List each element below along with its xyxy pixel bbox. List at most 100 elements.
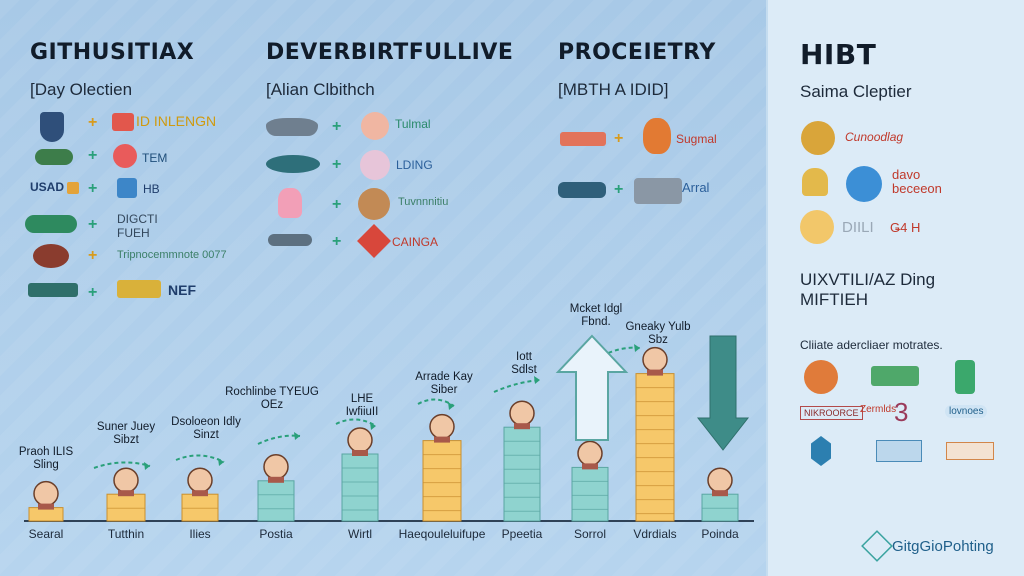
annotation-label: Sinzt xyxy=(193,429,219,441)
x-tick-label: Sorrol xyxy=(574,527,606,541)
figure-8-icon xyxy=(577,440,603,467)
ticket-icon xyxy=(560,132,606,146)
figure-6-icon xyxy=(429,413,455,440)
plus-icon: + xyxy=(614,130,624,147)
annotation-label: Siber xyxy=(431,384,458,396)
figure-1-body-icon xyxy=(38,503,54,510)
cake-icon xyxy=(278,188,302,218)
col2-row-2-label: LDING xyxy=(396,158,433,172)
col2-row-3-label: Tuvnnnitiu xyxy=(398,196,449,208)
column-2-title: DEVERBIRTFULLIVE xyxy=(266,40,514,65)
arrow-head-icon xyxy=(144,462,150,470)
usad-label: USAD xyxy=(30,180,65,194)
x-tick-label: Ilies xyxy=(189,527,210,541)
x-tick-label: Poinda xyxy=(701,527,739,541)
ring-icon xyxy=(360,150,390,180)
plus-icon: + xyxy=(614,181,624,198)
footer-brand: GitgGioPohting xyxy=(892,538,994,555)
arrow-connector xyxy=(417,398,455,407)
arrow-head-icon xyxy=(448,402,454,410)
figure-4-icon xyxy=(263,454,289,480)
x-tick-label: Wirtl xyxy=(348,527,372,541)
figure-2-body-icon xyxy=(118,490,134,497)
big-down-arrow-icon xyxy=(696,335,750,451)
bar-9 xyxy=(635,373,675,522)
arrow-head-icon xyxy=(294,432,300,440)
plus-icon: + xyxy=(332,156,342,173)
figure-3-body-icon xyxy=(192,490,208,497)
column-1-title: GITHUSITIAX xyxy=(30,40,195,65)
bar-1 xyxy=(28,507,64,522)
panel-caption: Cliiate adercliaer motrates. xyxy=(800,338,943,352)
x-tick-label: Tutthin xyxy=(108,527,144,541)
plus-icon: + xyxy=(332,196,342,213)
x-tick-label: Ppeetia xyxy=(502,527,543,541)
annotation-label: Praoh ILIS xyxy=(19,446,74,458)
plus-icon: + xyxy=(332,233,342,250)
logo-row-1: Cunoodlag xyxy=(845,130,904,144)
boat-icon xyxy=(266,155,320,173)
logo-row-3-left: DIILI xyxy=(842,219,874,236)
sponsor-1: NIKROORCE xyxy=(800,406,863,420)
sponsor-4: lovnoes xyxy=(945,405,988,418)
figure-1-icon xyxy=(33,480,59,507)
carrot-icon xyxy=(643,118,671,154)
annotation-label: Fbnd. xyxy=(581,316,610,328)
figure-7-body-icon xyxy=(514,423,530,430)
hexagon-icon xyxy=(811,436,831,466)
panel-title: HIBT xyxy=(800,38,877,71)
x-tick-label: Searal xyxy=(29,527,64,541)
sun-icon xyxy=(800,210,834,244)
plus-icon: + xyxy=(88,284,98,301)
sponsor-2: Zermlds xyxy=(860,404,897,415)
annotation-label: Sbz xyxy=(648,334,668,346)
ticket-icon xyxy=(25,215,77,233)
sponsor-card-icon xyxy=(876,440,922,462)
col2-row-1-label: Tulmal xyxy=(395,117,431,131)
annotation-label: Dsoloeon Idly xyxy=(171,416,241,428)
x-tick-label: Haeqouleluifupe xyxy=(399,527,486,541)
annotation-label: Mcket Idgl xyxy=(570,303,622,315)
emblem-icon xyxy=(33,244,69,268)
arrow-connector xyxy=(93,461,151,469)
sponsor-bottle-icon xyxy=(955,360,975,394)
annotation-label: Sibzt xyxy=(113,434,139,446)
shield-icon xyxy=(40,112,64,142)
arrow-connector xyxy=(175,454,225,463)
bar-10 xyxy=(701,493,739,522)
logo-icon xyxy=(117,280,161,298)
bar-8 xyxy=(571,466,609,522)
figure-2-icon xyxy=(113,467,139,493)
tag-icon xyxy=(67,182,79,194)
annotation-label: Sling xyxy=(33,459,59,471)
bar-5 xyxy=(341,453,379,522)
col3-row-2-label: Arral xyxy=(682,180,710,195)
logo-row-2: davo beceeon xyxy=(892,167,942,196)
arrow-connector xyxy=(493,379,541,393)
right-panel xyxy=(766,0,1024,576)
annotation-label: OEz xyxy=(261,399,284,411)
row-1-label: ID INLENGN xyxy=(136,113,217,129)
car-icon xyxy=(28,283,78,297)
figure-7-icon xyxy=(509,400,535,426)
figure-3-icon xyxy=(187,467,213,493)
arrow-connector xyxy=(335,418,377,427)
arrow-head-icon xyxy=(370,422,376,430)
figure-9-body-icon xyxy=(647,369,663,376)
sponsor-tag-icon xyxy=(946,442,994,460)
row-6-label: NEF xyxy=(168,282,196,298)
plane-icon xyxy=(268,234,312,246)
plus-icon: + xyxy=(88,247,98,264)
trophy-icon xyxy=(802,168,828,196)
sponsor-box-icon xyxy=(871,366,919,386)
figure-5-icon xyxy=(347,427,373,453)
column-1-subtitle: [Day Olectien xyxy=(30,80,133,99)
annotation-label: Suner Juey xyxy=(97,421,155,433)
globe-icon xyxy=(846,166,882,202)
bar-6 xyxy=(422,440,462,522)
plus-icon: + xyxy=(88,147,98,164)
figure-6-body-icon xyxy=(434,436,450,443)
badge-icon xyxy=(35,149,73,165)
arrow-connector xyxy=(257,434,301,445)
round-icon xyxy=(361,112,389,140)
